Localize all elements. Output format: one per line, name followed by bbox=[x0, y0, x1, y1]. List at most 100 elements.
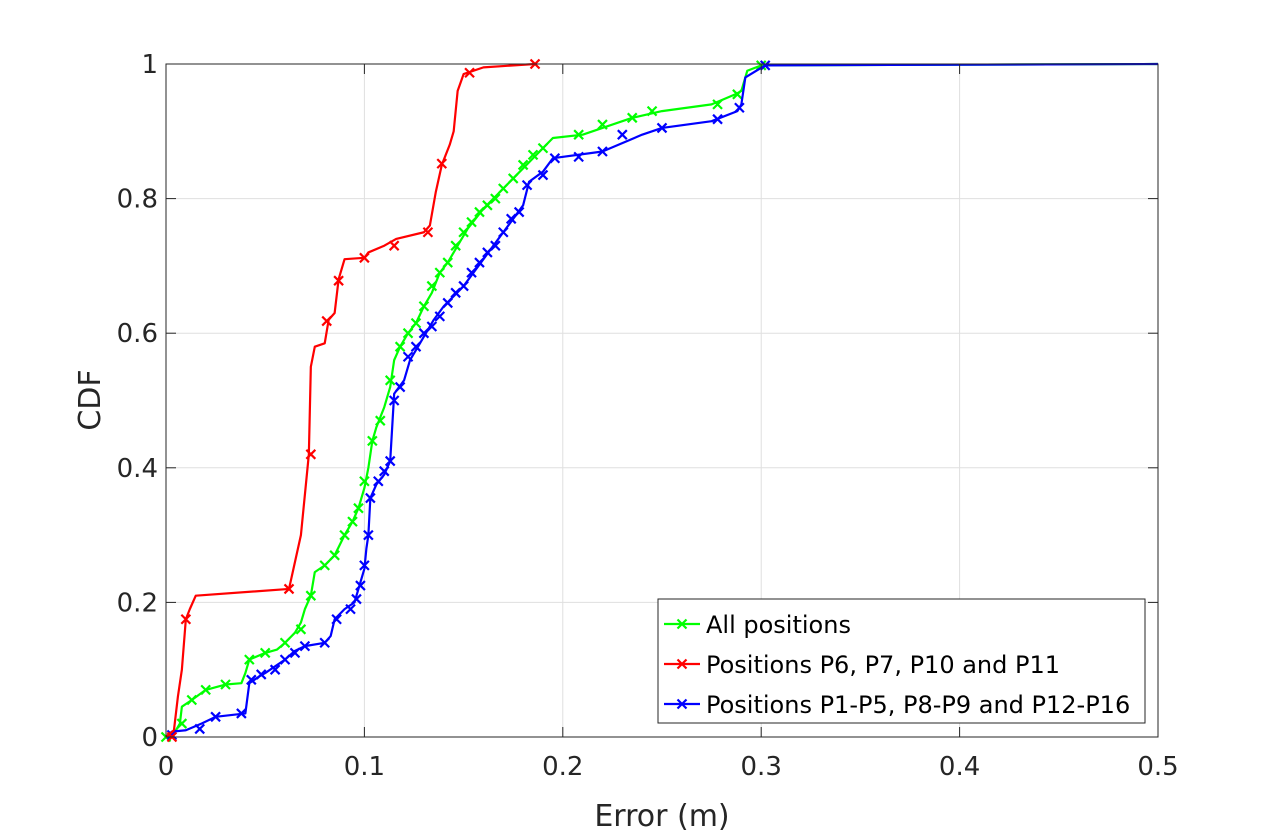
series-marker bbox=[246, 674, 257, 686]
legend-label: Positions P6, P7, P10 and P11 bbox=[706, 651, 1060, 679]
series-marker bbox=[656, 122, 668, 134]
x-tick-label: 0.1 bbox=[344, 752, 385, 782]
series-marker bbox=[210, 711, 221, 723]
series-marker bbox=[537, 169, 549, 181]
series-marker bbox=[426, 280, 438, 292]
series-marker bbox=[442, 297, 454, 309]
legend-box bbox=[657, 598, 1146, 724]
series-marker bbox=[527, 149, 539, 161]
series-marker bbox=[466, 267, 477, 278]
series-marker bbox=[347, 516, 358, 527]
series-marker bbox=[464, 67, 475, 79]
series-marker bbox=[388, 240, 400, 251]
series-marker bbox=[200, 684, 211, 696]
series-marker bbox=[180, 613, 192, 625]
series-marker bbox=[279, 637, 291, 649]
series-marker bbox=[434, 311, 446, 322]
y-tick-label: 0 bbox=[141, 723, 158, 753]
series-marker bbox=[573, 151, 584, 163]
series-marker bbox=[345, 603, 356, 615]
legend-label: All positions bbox=[706, 611, 851, 639]
series-0 bbox=[160, 60, 1159, 743]
series-marker bbox=[289, 647, 301, 659]
series-marker bbox=[359, 252, 370, 264]
series-marker bbox=[321, 315, 332, 327]
y-axis-label: CDF bbox=[73, 369, 108, 430]
series-marker bbox=[319, 637, 330, 649]
series-marker bbox=[359, 475, 370, 487]
series-marker bbox=[521, 179, 533, 191]
series-marker bbox=[176, 718, 188, 729]
series-marker bbox=[388, 395, 400, 406]
plot-frame bbox=[165, 63, 1159, 738]
legend: All positions Positions P6, P7, P10 and P… bbox=[657, 598, 1146, 724]
series-marker bbox=[442, 257, 454, 268]
series-marker bbox=[734, 102, 745, 114]
series-marker bbox=[507, 173, 519, 184]
series-marker bbox=[410, 341, 422, 352]
legend-marker bbox=[676, 658, 688, 670]
series-marker bbox=[513, 206, 525, 218]
series-marker bbox=[394, 341, 406, 352]
series-marker bbox=[329, 550, 340, 561]
series-marker bbox=[732, 89, 743, 100]
series-marker bbox=[474, 257, 485, 268]
series-marker bbox=[299, 640, 311, 652]
series-marker bbox=[186, 694, 198, 706]
series-marker bbox=[466, 216, 477, 228]
series-marker bbox=[597, 146, 608, 157]
x-tick-label: 0.4 bbox=[939, 752, 980, 782]
series-marker bbox=[458, 226, 469, 238]
series-marker bbox=[363, 529, 374, 541]
series-marker bbox=[244, 654, 255, 665]
series-marker bbox=[498, 226, 509, 238]
series-line bbox=[165, 62, 1159, 738]
series-marker bbox=[351, 593, 362, 605]
series-marker bbox=[517, 159, 529, 171]
series-marker bbox=[373, 475, 384, 487]
series-marker bbox=[490, 240, 501, 251]
series-marker bbox=[384, 375, 396, 386]
legend-item: All positions bbox=[664, 611, 851, 639]
series-marker bbox=[166, 729, 178, 741]
axis-ticks bbox=[165, 63, 1159, 738]
x-tick-label: 0 bbox=[158, 752, 175, 782]
series-marker bbox=[295, 624, 307, 635]
series-marker bbox=[626, 112, 638, 124]
legend-marker bbox=[676, 698, 688, 710]
series-marker bbox=[434, 267, 446, 278]
series-marker bbox=[759, 60, 771, 71]
series-marker bbox=[305, 590, 317, 601]
legend-label: Positions P1-P5, P8-P9 and P12-P16 bbox=[706, 691, 1130, 719]
series-marker bbox=[365, 492, 376, 504]
series-marker bbox=[220, 679, 231, 690]
series-marker bbox=[597, 119, 608, 130]
series-marker bbox=[339, 529, 350, 541]
series-marker bbox=[537, 142, 549, 154]
series-marker bbox=[384, 455, 396, 467]
series-marker bbox=[402, 351, 414, 363]
series-marker bbox=[422, 226, 434, 238]
series-marker bbox=[436, 158, 448, 169]
series-marker bbox=[418, 301, 430, 312]
series-marker bbox=[353, 502, 364, 514]
series-marker bbox=[426, 321, 438, 332]
series-marker bbox=[319, 560, 330, 571]
series-marker bbox=[194, 723, 206, 735]
series-marker bbox=[259, 647, 271, 659]
series-2 bbox=[165, 60, 1159, 741]
series-marker bbox=[333, 275, 344, 286]
x-tick-label: 0.5 bbox=[1137, 752, 1178, 782]
series-marker bbox=[331, 613, 342, 625]
series-1 bbox=[165, 58, 541, 743]
series-marker bbox=[458, 280, 469, 292]
series-marker bbox=[646, 105, 658, 117]
series-marker bbox=[305, 449, 317, 460]
series-marker bbox=[374, 415, 386, 426]
series-marker bbox=[378, 465, 390, 477]
series-marker bbox=[359, 560, 370, 571]
series-marker bbox=[498, 183, 509, 194]
series-marker bbox=[712, 113, 723, 125]
x-axis-label: Error (m) bbox=[594, 799, 729, 834]
